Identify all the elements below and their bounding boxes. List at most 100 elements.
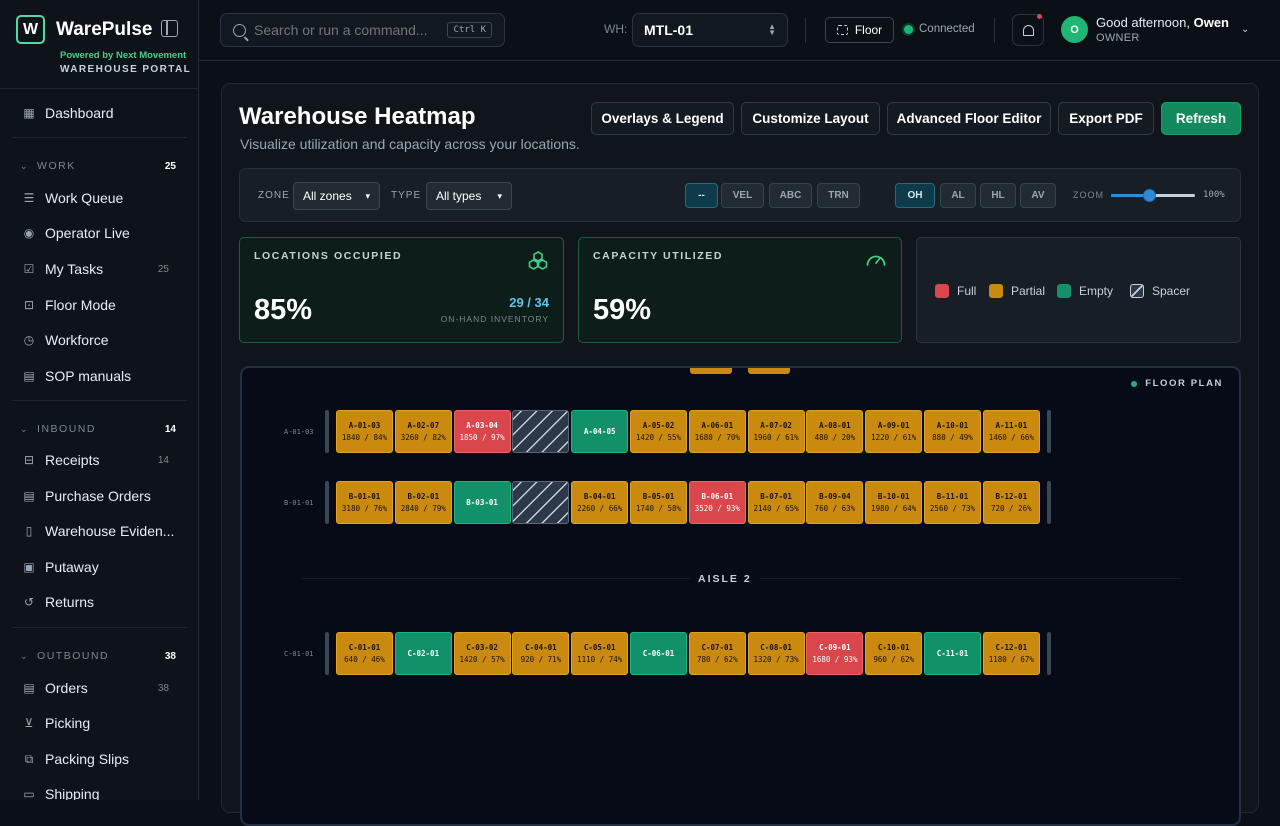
locations-occupied-value: 85% xyxy=(254,294,313,326)
avatar[interactable]: O xyxy=(1061,16,1088,43)
sidebar-item-returns[interactable]: ↺ Returns xyxy=(22,591,182,613)
clock-icon: ◷ xyxy=(23,333,35,347)
section-outbound[interactable]: ⌄ OUTBOUND 38 xyxy=(20,650,176,662)
location-id: C-04-01 xyxy=(525,643,557,652)
sidebar-item-my-tasks[interactable]: ☑ My Tasks 25 xyxy=(22,258,182,280)
location-cell[interactable]: A-09-01 1220 / 61% xyxy=(865,410,923,453)
location-cell[interactable]: B-11-01 2560 / 73% xyxy=(924,481,981,524)
location-cell[interactable]: C-06-01 xyxy=(630,632,687,675)
view-chip-vel[interactable]: VEL xyxy=(721,183,764,208)
location-cell[interactable]: B-06-01 3520 / 93% xyxy=(688,481,746,524)
location-value: 1220 / 61% xyxy=(871,433,917,442)
location-cell[interactable]: C-08-01 1320 / 73% xyxy=(747,632,805,675)
sidebar-item-operator-live[interactable]: ◉ Operator Live xyxy=(22,222,182,244)
location-cell[interactable]: A-07-02 1960 / 61% xyxy=(747,410,805,453)
view-chip-none[interactable]: -- xyxy=(685,183,718,208)
sidebar-item-shipping[interactable]: ▭ Shipping xyxy=(22,783,182,800)
floor-mode-button[interactable]: Floor xyxy=(825,17,894,43)
collapse-sidebar-icon[interactable] xyxy=(161,20,178,37)
location-cell[interactable]: C-03-02 1420 / 57% xyxy=(453,632,511,675)
location-cell[interactable]: B-10-01 1980 / 64% xyxy=(865,481,923,524)
view-chip-trn[interactable]: TRN xyxy=(817,183,860,208)
location-id: C-10-01 xyxy=(877,643,910,652)
sidebar-item-work-queue[interactable]: ☰ Work Queue xyxy=(22,187,182,209)
location-cell[interactable]: C-01-01 640 / 46% xyxy=(336,632,393,675)
sidebar-item-dashboard[interactable]: ▦ Dashboard xyxy=(22,102,182,124)
location-cell[interactable]: A-10-01 880 / 49% xyxy=(924,410,981,453)
sidebar-item-sop-manuals[interactable]: ▤ SOP manuals xyxy=(22,365,182,387)
legend-label: Empty xyxy=(1079,284,1114,298)
spacer-cell[interactable] xyxy=(512,410,570,453)
location-id: C-08-01 xyxy=(760,643,792,652)
divider xyxy=(0,88,198,89)
location-cell[interactable]: A-01-03 1840 / 84% xyxy=(336,410,393,453)
location-cell[interactable]: A-11-01 1460 / 66% xyxy=(982,410,1040,453)
location-cell[interactable]: C-05-01 1110 / 74% xyxy=(571,632,629,675)
command-search[interactable]: Ctrl K xyxy=(220,13,505,47)
sidebar-item-workforce[interactable]: ◷ Workforce xyxy=(22,329,182,351)
location-cell[interactable]: B-12-01 720 / 26% xyxy=(982,481,1040,524)
location-cell[interactable]: C-09-01 1680 / 93% xyxy=(806,632,864,675)
sidebar-item-putaway[interactable]: ▣ Putaway xyxy=(22,556,182,578)
location-cell[interactable]: B-01-01 3180 / 76% xyxy=(336,481,393,524)
document-icon: ▤ xyxy=(23,489,35,503)
notifications-button[interactable] xyxy=(1012,14,1044,46)
metric-chip-oh[interactable]: OH xyxy=(895,183,935,208)
sidebar-item-floor-mode[interactable]: ⊡ Floor Mode xyxy=(22,294,182,316)
floor-plan[interactable]: FLOOR PLAN AISLE 2 A-01-03 A-01-03 1840 / … xyxy=(240,366,1241,826)
location-cell[interactable]: A-08-01 480 / 20% xyxy=(806,410,864,453)
location-cell[interactable]: A-05-02 1420 / 55% xyxy=(630,410,687,453)
export-pdf-button[interactable]: Export PDF xyxy=(1058,102,1154,135)
location-id: A-05-02 xyxy=(642,421,675,430)
type-select[interactable]: All types ▾ xyxy=(426,182,512,210)
location-cell[interactable]: C-04-01 920 / 71% xyxy=(512,632,570,675)
zoom-thumb[interactable] xyxy=(1142,189,1156,202)
location-cell[interactable]: A-02-07 3260 / 82% xyxy=(394,410,452,453)
location-cell[interactable]: B-07-01 2140 / 65% xyxy=(747,481,805,524)
section-inbound[interactable]: ⌄ INBOUND 14 xyxy=(20,423,176,435)
zone-select[interactable]: All zones ▾ xyxy=(293,182,380,210)
chevron-down-icon[interactable]: ⌄ xyxy=(1241,24,1250,35)
location-cell[interactable]: B-05-01 1740 / 58% xyxy=(630,481,687,524)
location-cell[interactable]: C-07-01 780 / 62% xyxy=(688,632,746,675)
spacer-cell[interactable] xyxy=(512,481,570,524)
advanced-floor-editor-button[interactable]: Advanced Floor Editor xyxy=(887,102,1051,135)
location-cell[interactable]: A-04-05 xyxy=(571,410,629,453)
view-chip-abc[interactable]: ABC xyxy=(769,183,812,208)
search-input[interactable] xyxy=(254,22,448,38)
zoom-label: ZOOM xyxy=(1073,190,1104,200)
section-work[interactable]: ⌄ WORK 25 xyxy=(20,160,176,172)
metric-chip-al[interactable]: AL xyxy=(940,183,976,208)
metric-chip-av[interactable]: AV xyxy=(1020,183,1056,208)
location-cell[interactable]: B-02-01 2840 / 79% xyxy=(394,481,452,524)
heatmap-panel: Warehouse Heatmap Visualize utilization … xyxy=(221,83,1259,826)
sidebar-item-orders[interactable]: ▤ Orders 38 xyxy=(22,677,182,699)
warehouse-select[interactable]: MTL-01 ▲ ▼ xyxy=(632,13,788,47)
refresh-button[interactable]: Refresh xyxy=(1161,102,1241,135)
section-count: 38 xyxy=(164,650,176,662)
location-cell[interactable]: B-03-01 xyxy=(453,481,511,524)
location-cell[interactable]: C-02-01 xyxy=(394,632,452,675)
locations-occupied-card: LOCATIONS OCCUPIED 85% 29 / 34 ON-HAND I… xyxy=(239,237,564,343)
location-value: 1460 / 66% xyxy=(988,433,1034,442)
customize-layout-button[interactable]: Customize Layout xyxy=(741,102,880,135)
brand[interactable]: W WarePulse xyxy=(16,15,152,44)
location-cell[interactable]: C-12-01 1180 / 67% xyxy=(982,632,1040,675)
metric-chip-hl[interactable]: HL xyxy=(980,183,1016,208)
location-cell[interactable]: A-06-01 1680 / 70% xyxy=(688,410,746,453)
location-cell[interactable]: C-11-01 xyxy=(924,632,981,675)
location-value: 760 / 63% xyxy=(814,504,856,513)
rack-end xyxy=(325,481,329,524)
location-cell[interactable]: A-03-04 1850 / 97% xyxy=(453,410,511,453)
location-cell[interactable]: C-10-01 960 / 62% xyxy=(865,632,923,675)
sidebar-item-warehouse-eviden[interactable]: ▯ Warehouse Eviden... xyxy=(22,520,182,542)
sidebar-item-packing-slips[interactable]: ⧉ Packing Slips xyxy=(22,748,182,770)
zoom-slider[interactable] xyxy=(1111,189,1195,202)
sidebar-item-receipts[interactable]: ⊟ Receipts 14 xyxy=(22,449,182,471)
legend-full: Full xyxy=(935,284,976,298)
overlays-legend-button[interactable]: Overlays & Legend xyxy=(591,102,734,135)
sidebar-item-picking[interactable]: ⊻ Picking xyxy=(22,712,182,734)
location-cell[interactable]: B-04-01 2260 / 66% xyxy=(571,481,629,524)
sidebar-item-purchase-orders[interactable]: ▤ Purchase Orders xyxy=(22,485,182,507)
location-cell[interactable]: B-09-04 760 / 63% xyxy=(806,481,864,524)
